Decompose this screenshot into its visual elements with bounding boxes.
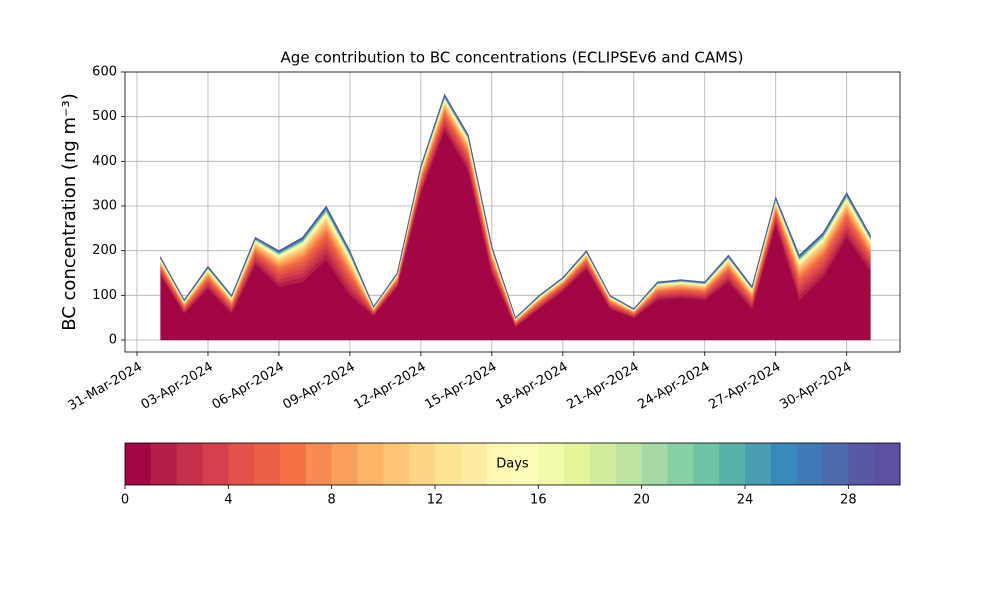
x-tick-label: 09-Apr-2024 xyxy=(281,360,358,413)
colorbar-tick-label: 20 xyxy=(633,493,650,508)
y-tick-label: 600 xyxy=(92,65,117,80)
colorbar-tick-label: 0 xyxy=(121,493,129,508)
colorbar-tick-label: 8 xyxy=(328,493,336,508)
colorbar-frame xyxy=(124,442,901,486)
colorbar-cell xyxy=(538,443,565,485)
colorbar-cell xyxy=(254,443,281,485)
x-tick-label: 24-Apr-2024 xyxy=(635,360,712,413)
colorbar-cell xyxy=(641,443,668,485)
colorbar-label: Days xyxy=(496,457,529,472)
colorbar-cell xyxy=(770,443,798,485)
colorbar-cell xyxy=(305,443,333,485)
axes-frame xyxy=(124,71,901,353)
y-tick-label: 400 xyxy=(92,154,117,169)
colorbar-cell xyxy=(564,443,591,485)
colorbar-cell xyxy=(848,443,875,485)
colorbar-tick-label: 4 xyxy=(224,493,232,508)
y-tick-label: 0 xyxy=(109,333,117,348)
y-tick-label: 500 xyxy=(92,109,117,124)
colorbar-cell xyxy=(822,443,849,485)
colorbar-cell xyxy=(719,443,746,485)
y-axis-label: BC concentration (ng m⁻³) xyxy=(59,93,80,331)
colorbar-cell xyxy=(280,443,307,485)
x-tick-label: 06-Apr-2024 xyxy=(210,360,287,413)
y-tick-label: 300 xyxy=(92,199,117,214)
colorbar-cell xyxy=(796,443,823,485)
colorbar-cell xyxy=(202,443,229,485)
x-tick-label: 27-Apr-2024 xyxy=(706,360,783,413)
x-tick-label: 31-Mar-2024 xyxy=(66,360,145,414)
colorbar-tick-label: 28 xyxy=(840,493,857,508)
x-tick-label: 12-Apr-2024 xyxy=(352,360,429,413)
colorbar-cell xyxy=(512,443,539,485)
colorbar-cell xyxy=(125,443,152,485)
y-tick-label: 100 xyxy=(92,288,117,303)
colorbar-cell xyxy=(590,443,617,485)
x-tick-label: 15-Apr-2024 xyxy=(422,360,499,413)
chart-title: Age contribution to BC concentrations (E… xyxy=(281,49,744,67)
colorbar-tick-label: 16 xyxy=(530,493,547,508)
colorbar-cell xyxy=(383,443,410,485)
area-layer xyxy=(160,93,871,319)
colorbar-cell xyxy=(176,443,203,485)
x-tick-label: 30-Apr-2024 xyxy=(777,360,854,413)
colorbar-cell xyxy=(874,443,901,485)
colorbar-cell xyxy=(693,443,720,485)
colorbar-cell xyxy=(150,443,178,485)
colorbar-tick-label: 24 xyxy=(737,493,754,508)
colorbar-cell xyxy=(667,443,694,485)
colorbar-cell xyxy=(745,443,772,485)
colorbar-cell xyxy=(357,443,384,485)
colorbar-cell xyxy=(615,443,643,485)
x-tick-label: 18-Apr-2024 xyxy=(493,360,570,413)
colorbar-cell xyxy=(409,443,436,485)
y-tick-label: 200 xyxy=(92,243,117,258)
colorbar-cell xyxy=(435,443,462,485)
x-tick-label: 03-Apr-2024 xyxy=(139,360,216,413)
colorbar-cell xyxy=(486,443,513,485)
colorbar-cell xyxy=(331,443,358,485)
colorbar-cell xyxy=(228,443,255,485)
colorbar-tick-label: 12 xyxy=(427,493,444,508)
colorbar-cell xyxy=(460,443,488,485)
x-tick-label: 21-Apr-2024 xyxy=(564,360,641,413)
